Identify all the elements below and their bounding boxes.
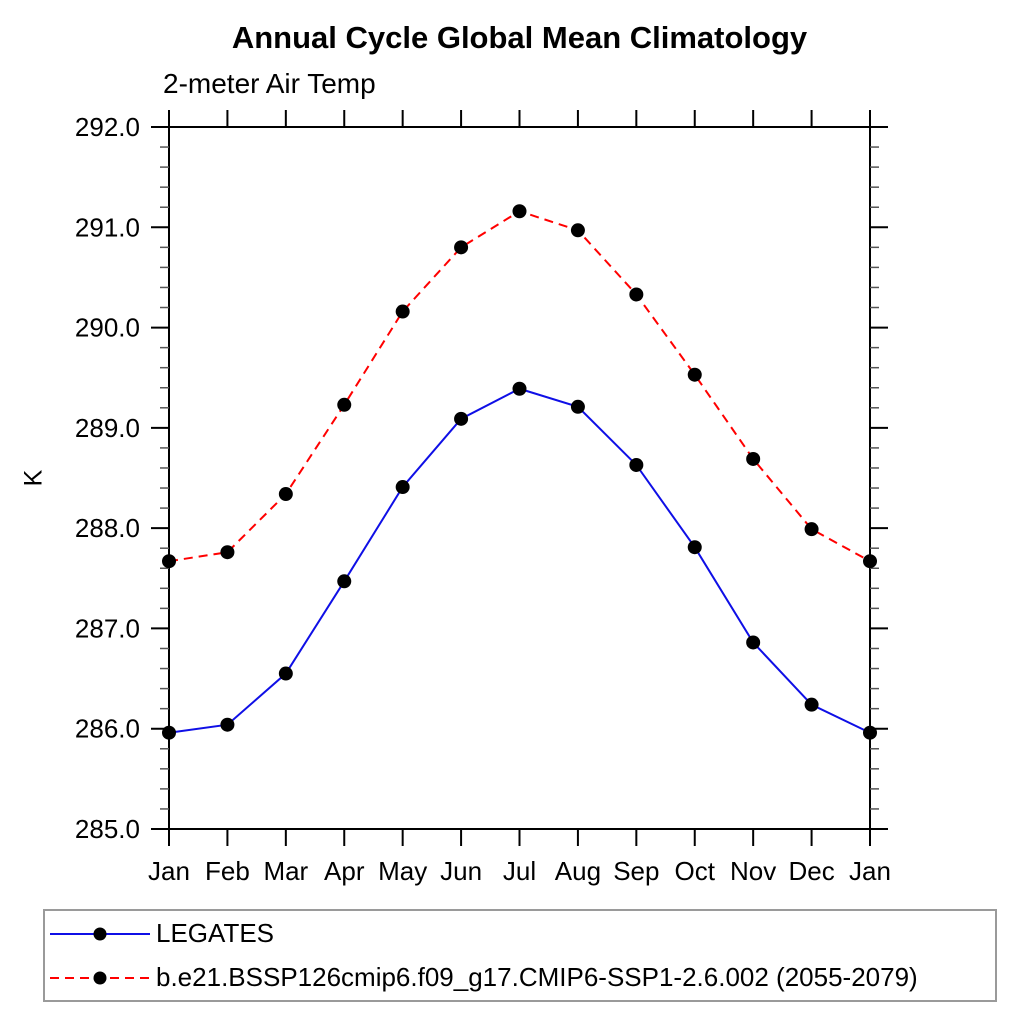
y-tick-label: 285.0: [75, 814, 140, 844]
data-point-marker: [863, 554, 877, 569]
y-tick-label: 292.0: [75, 112, 140, 142]
y-tick-label: 290.0: [75, 313, 140, 343]
data-point-marker: [337, 574, 352, 589]
data-point-marker: [395, 480, 410, 495]
legend-item-model: b.e21.BSSP126cmip6.f09_g17.CMIP6-SSP1-2.…: [48, 958, 995, 998]
legend-box: LEGATES b.e21.BSSP126cmip6.f09_g17.CMIP6…: [43, 909, 997, 1002]
data-point-marker: [804, 522, 819, 537]
data-point-marker: [629, 457, 644, 472]
x-tick-label: Jun: [440, 856, 482, 886]
data-point-marker: [162, 554, 176, 569]
data-point-marker: [629, 287, 644, 302]
legend-label-legates: LEGATES: [156, 918, 275, 948]
data-point-marker: [687, 367, 702, 382]
x-tick-label: Oct: [675, 856, 716, 886]
x-tick-label: Nov: [730, 856, 776, 886]
data-point-marker: [804, 697, 819, 712]
series-line-0: [168, 387, 871, 734]
data-point-marker: [570, 399, 585, 414]
data-point-marker: [746, 635, 761, 650]
data-point-marker: [512, 204, 527, 219]
data-point-marker: [278, 666, 293, 681]
data-point-marker: [278, 487, 293, 502]
legend-sample-dashed-line-dot-icon: [50, 971, 150, 984]
x-tick-label: Feb: [205, 856, 250, 886]
chart-title: Annual Cycle Global Mean Climatology: [231, 20, 808, 55]
data-point-marker: [220, 717, 235, 732]
data-point-marker: [337, 397, 352, 412]
data-point-marker: [454, 411, 469, 426]
plot-frame: [168, 126, 871, 830]
legend-label-model: b.e21.BSSP126cmip6.f09_g17.CMIP6-SSP1-2.…: [156, 962, 918, 992]
data-point-marker: [162, 725, 176, 740]
data-point-marker: [512, 381, 527, 396]
legend-item-legates: LEGATES: [48, 914, 995, 954]
y-tick-label: 291.0: [75, 212, 140, 242]
x-tick-label: Jan: [148, 856, 190, 886]
y-tick-label: 286.0: [75, 714, 140, 744]
x-tick-label: Jul: [503, 856, 536, 886]
data-point-marker: [746, 451, 761, 466]
legend-sample-solid-line-dot-icon: [50, 927, 150, 940]
y-tick-label: 287.0: [75, 613, 140, 643]
data-point-marker: [220, 545, 235, 560]
y-tick-label: 288.0: [75, 513, 140, 543]
x-tick-label: Jan: [849, 856, 891, 886]
data-point-marker: [863, 725, 877, 740]
x-tick-label: Aug: [555, 856, 601, 886]
x-tick-label: Sep: [613, 856, 659, 886]
x-tick-label: May: [378, 856, 427, 886]
data-point-marker: [687, 540, 702, 555]
data-point-marker: [395, 304, 410, 319]
data-point-marker: [570, 223, 585, 238]
data-point-marker: [454, 240, 469, 255]
y-tick-label: 289.0: [75, 413, 140, 443]
x-tick-label: Dec: [788, 856, 834, 886]
x-tick-label: Mar: [263, 856, 308, 886]
x-tick-label: Apr: [324, 856, 365, 886]
chart-subtitle: 2-meter Air Temp: [163, 68, 376, 99]
